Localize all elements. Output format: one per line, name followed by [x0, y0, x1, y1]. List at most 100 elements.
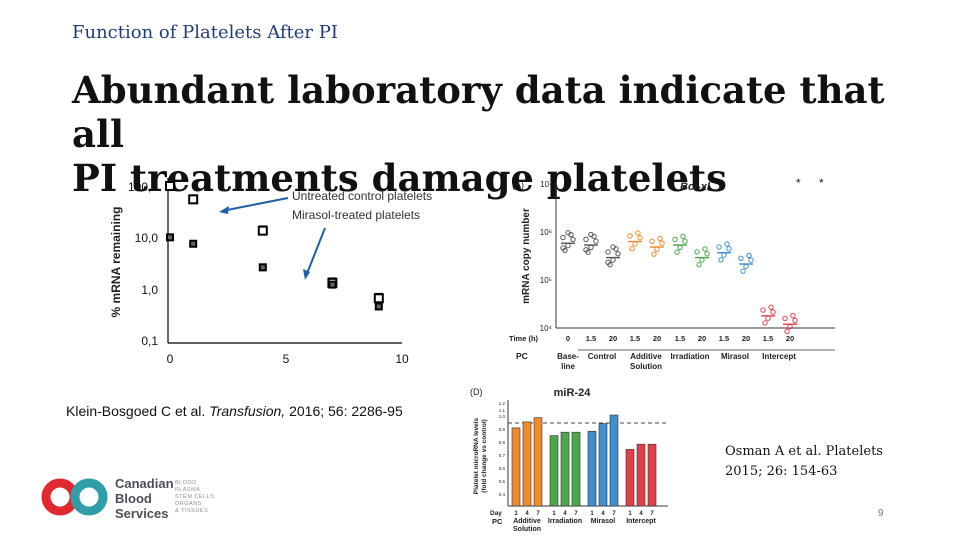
- bar: [598, 423, 608, 507]
- panel-d-y-tick: 0.6: [499, 466, 506, 471]
- data-point: [762, 320, 768, 326]
- legend-mirasol-label: Mirasol-treated platelets: [292, 208, 420, 222]
- significance-mark: *: [796, 176, 801, 190]
- bar: [625, 449, 635, 507]
- data-point: [740, 268, 746, 274]
- time-tick-label: 1.5: [763, 334, 773, 343]
- time-tick-label: 20: [742, 334, 750, 343]
- day-tick-label: 7: [574, 511, 578, 517]
- bar: [587, 431, 597, 507]
- data-point: [792, 317, 798, 324]
- mirasol-point-inner: [260, 265, 265, 270]
- panel-a-label: (A): [512, 180, 524, 190]
- panel-d-y-tick: 1.0: [499, 414, 506, 419]
- data-point: [748, 257, 754, 263]
- data-point: [583, 236, 589, 243]
- panel-a-pc-label: PC: [516, 351, 528, 361]
- data-point: [718, 257, 724, 263]
- bar: [560, 431, 570, 507]
- panel-a-y-tick: 10⁵: [540, 276, 552, 285]
- group-label: Irradiation: [670, 352, 709, 361]
- day-tick-label: 7: [536, 511, 540, 517]
- time-tick-label: 1.5: [630, 334, 640, 343]
- legend-mirasol-arrow: [305, 227, 326, 277]
- panel-d-y-label-1: Platelet microRNA levels: [473, 417, 480, 494]
- time-tick-label: 1.5: [675, 334, 685, 343]
- left-y-tick-label: 10,0: [135, 231, 159, 245]
- citation-right: Osman A et al. Platelets 2015; 26: 154-6…: [725, 442, 883, 482]
- legend-untreated-arrow: [221, 197, 289, 212]
- panel-d-title: miR-24: [554, 387, 592, 399]
- left-x-tick-label: 0: [167, 352, 174, 366]
- bar: [522, 421, 532, 507]
- panel-a-y-tick: 10⁶: [540, 228, 552, 237]
- left-y-tick-label: 1,0: [141, 283, 158, 297]
- data-point: [659, 240, 665, 246]
- group-label: Additive: [630, 352, 662, 361]
- time-tick-label: 1.5: [719, 334, 729, 343]
- data-point: [765, 315, 771, 321]
- data-point: [629, 246, 635, 252]
- left-y-tick-label: 100,0: [128, 180, 158, 194]
- data-point: [583, 247, 589, 253]
- day-tick-label: 1: [628, 511, 632, 517]
- data-point: [615, 251, 621, 257]
- data-point: [649, 238, 655, 244]
- legend-untreated-arrowhead: [219, 206, 229, 214]
- panel-d-y-tick: 0.8: [499, 440, 506, 445]
- untreated-point: [257, 225, 268, 236]
- group-label: Control: [588, 352, 616, 361]
- day-tick-label: 7: [612, 511, 616, 517]
- data-point: [738, 255, 744, 261]
- time-tick-label: 20: [609, 334, 617, 343]
- data-point: [787, 323, 793, 330]
- data-point: [674, 249, 680, 255]
- citation-left: Klein-Bosgoed C et al. Transfusion, 2016…: [66, 403, 403, 419]
- data-point: [627, 233, 633, 239]
- data-point: [746, 252, 752, 259]
- legend-untreated-label: Untreated control platelets: [292, 189, 432, 203]
- panel-d-y-tick: 0.4: [499, 492, 506, 497]
- data-point: [726, 246, 732, 252]
- data-point: [651, 251, 657, 257]
- data-point: [635, 230, 641, 236]
- panel-d-group-label: Additive: [513, 518, 541, 525]
- mrna-remaining-chart: % mRNA remaining 100,0 10,0 1,0 0,1 0 5 …: [109, 178, 432, 366]
- left-x-tick-label: 10: [395, 352, 409, 366]
- day-tick-label: 4: [639, 511, 643, 517]
- day-tick-label: 1: [514, 511, 518, 517]
- mirasol-point-inner: [330, 282, 335, 287]
- canadian-blood-services-logo-icon: [41, 478, 108, 516]
- panel-d-y-tick: 0.7: [499, 453, 506, 458]
- day-tick-label: 1: [552, 511, 556, 517]
- mirasol-point-inner: [168, 235, 172, 240]
- data-point: [588, 244, 594, 251]
- panel-d-label: (D): [470, 387, 483, 397]
- bcl-xl-chart: (A) Bcl-xl * * mRNA copy number 10⁴ 10⁵ …: [509, 176, 835, 371]
- data-point: [677, 244, 683, 251]
- data-point: [560, 234, 566, 241]
- panel-d-y-tick: 0.5: [499, 479, 506, 484]
- panel-d-y-tick: 0.9: [499, 427, 506, 432]
- data-point: [605, 249, 611, 255]
- day-tick-label: 1: [590, 511, 594, 517]
- slide-title: Abundant laboratory data indicate that a…: [72, 68, 922, 200]
- time-tick-label: 1.5: [586, 334, 596, 343]
- data-point: [610, 257, 616, 263]
- data-point: [696, 262, 702, 268]
- left-y-tick-label: 0,1: [141, 334, 158, 348]
- time-tick-label: 20: [698, 334, 706, 343]
- data-point: [570, 236, 576, 243]
- data-point: [768, 304, 774, 310]
- panel-d-group-label: Mirasol: [591, 518, 616, 525]
- data-point: [588, 231, 594, 238]
- data-point: [682, 238, 688, 244]
- bar: [609, 414, 619, 507]
- panel-d-group-label-line2: Solution: [513, 526, 541, 533]
- untreated-point: [188, 194, 199, 205]
- data-point: [565, 242, 571, 249]
- data-point: [672, 236, 678, 243]
- panel-d-group-label: Intercept: [626, 518, 656, 525]
- data-point: [560, 245, 566, 251]
